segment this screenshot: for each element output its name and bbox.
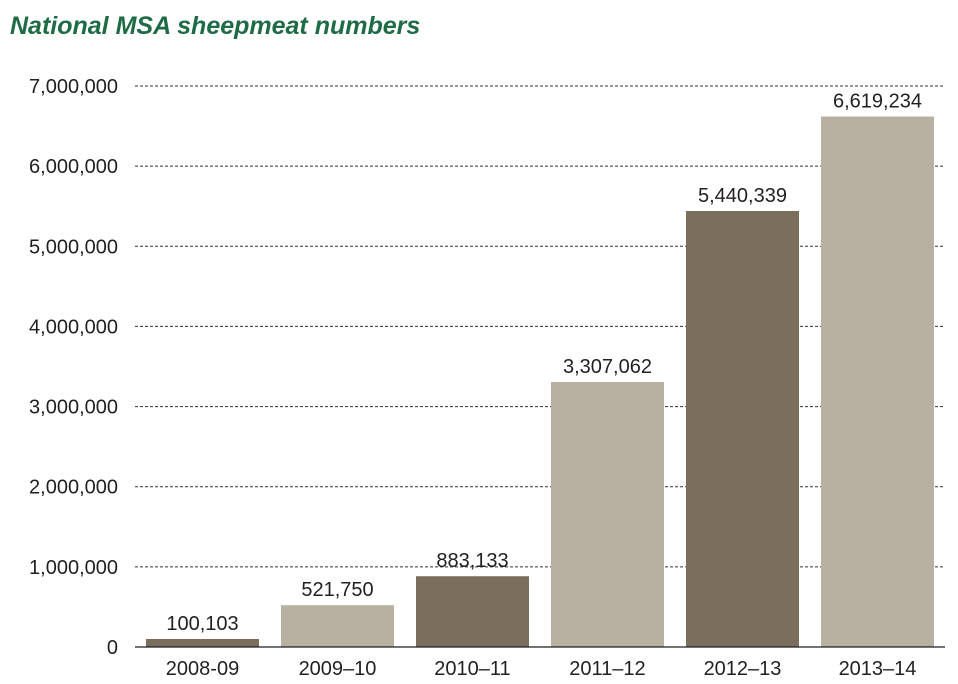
x-category-label: 2012–13 [704, 658, 782, 680]
y-tick-label: 2,000,000 [29, 477, 118, 499]
bar [146, 638, 259, 647]
x-axis-category-labels: 2008-09 2009–10 2010–11 2011–12 2012–13 2013–… [166, 658, 917, 680]
y-tick-label: 0 [107, 637, 118, 659]
bar-value-label: 6,619,234 [833, 91, 922, 113]
bar [551, 381, 664, 647]
y-tick-label: 6,000,000 [29, 156, 118, 178]
bar-value-label: 3,307,062 [563, 356, 652, 378]
gridlines [135, 85, 945, 568]
y-tick-label: 1,000,000 [29, 557, 118, 579]
x-category-label: 2013–14 [839, 658, 917, 680]
bar-value-label: 100,103 [166, 613, 238, 635]
y-tick-label: 7,000,000 [29, 76, 118, 98]
y-tick-label: 4,000,000 [29, 316, 118, 338]
y-tick-label: 5,000,000 [29, 236, 118, 258]
y-axis-tick-labels: 0 1,000,000 2,000,000 3,000,000 4,000,000 5,0… [29, 76, 118, 659]
x-category-label: 2011–12 [569, 658, 645, 680]
bar [821, 116, 934, 647]
bars [146, 116, 934, 648]
bar-value-label: 883,133 [436, 550, 508, 572]
bar [416, 576, 529, 647]
x-category-label: 2008-09 [166, 658, 239, 680]
x-category-label: 2010–11 [434, 658, 510, 680]
bar-value-label: 521,750 [301, 579, 373, 601]
bar [686, 210, 799, 648]
y-tick-label: 3,000,000 [29, 397, 118, 419]
bar-value-label: 5,440,339 [698, 185, 787, 207]
bar-value-labels: 100,103 521,750 883,133 3,307,062 5,440,339 6… [166, 91, 922, 635]
chart-title: National MSA sheepmeat numbers [10, 12, 421, 40]
bar [281, 605, 394, 647]
x-category-label: 2009–10 [299, 658, 377, 680]
